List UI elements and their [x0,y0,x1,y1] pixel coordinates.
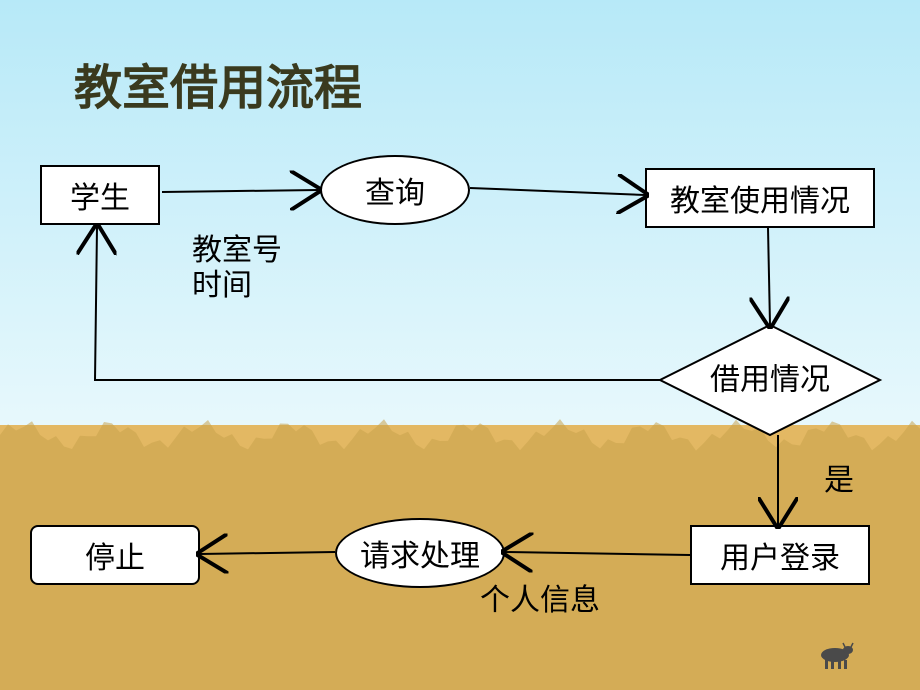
node-classroom-status: 教室使用情况 [645,168,875,228]
label-time: 时间 [192,260,252,304]
stage: 教室借用流程 学生 查询 教室使用情况 用户登录 请求处理 停止 借用情况 教室… [0,0,920,690]
node-user-login-label: 用户登录 [720,533,840,577]
node-stop: 停止 [30,525,200,585]
node-request-label: 请求处理 [360,531,480,575]
page-title: 教室借用流程 [74,48,362,118]
node-stop-label: 停止 [85,533,145,577]
node-student: 学生 [40,165,160,225]
label-yes: 是 [824,455,854,499]
node-student-label: 学生 [70,173,130,217]
label-personal: 个人信息 [480,575,600,619]
node-query-label: 查询 [365,168,425,212]
node-classroom-status-label: 教室使用情况 [670,176,850,220]
node-user-login: 用户登录 [690,525,870,585]
node-query: 查询 [320,155,470,225]
